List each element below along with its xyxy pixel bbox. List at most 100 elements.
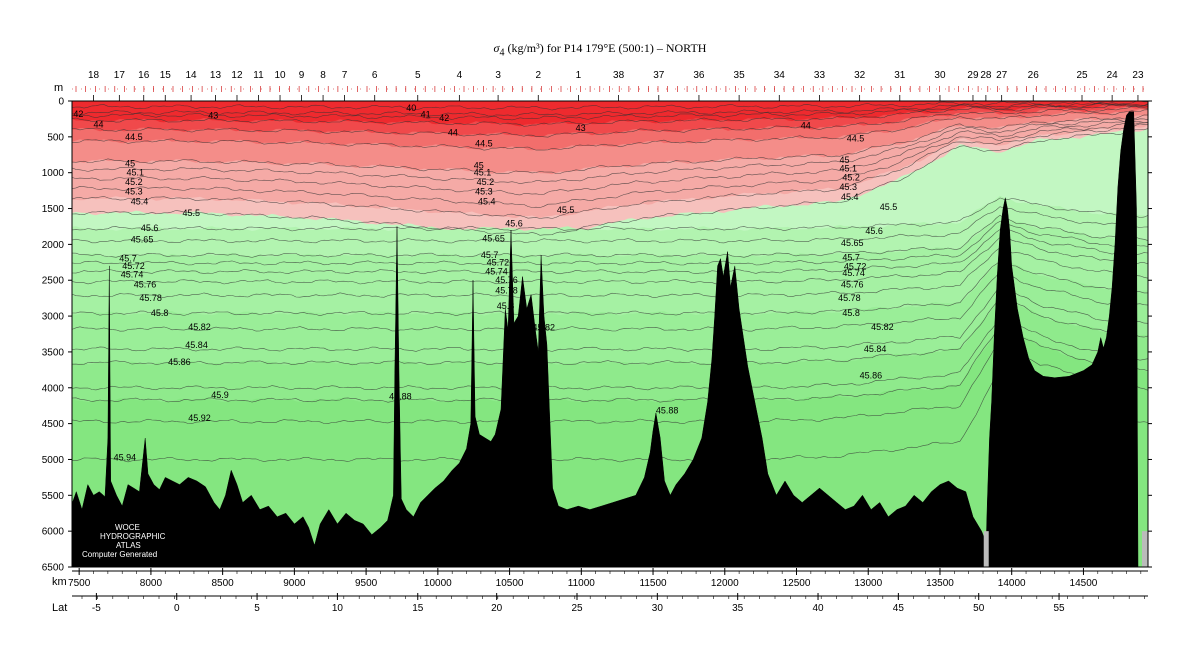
depth-tick-label: 3500 xyxy=(42,347,65,358)
station-label: 24 xyxy=(1107,70,1119,81)
isopycnal-line xyxy=(72,284,1148,352)
contour-label: 44.5 xyxy=(125,132,143,142)
km-tick-label: 9000 xyxy=(283,578,306,589)
contour-label: 44 xyxy=(801,120,811,130)
station-label: 8 xyxy=(320,70,326,81)
station-label: 25 xyxy=(1076,70,1088,81)
isopycnal-line xyxy=(72,206,1148,244)
isopycnal-line xyxy=(72,236,1148,285)
station-label: 10 xyxy=(274,70,286,81)
contour-label: 45.78 xyxy=(139,293,162,303)
km-tick-label: 12500 xyxy=(783,578,811,589)
contour-label: 45.82 xyxy=(188,322,211,332)
contour-label: 45.74 xyxy=(121,270,144,280)
contour-label: 45.3 xyxy=(125,186,143,196)
contour-label: 45.7 xyxy=(119,254,137,264)
station-label: 23 xyxy=(1132,70,1144,81)
contour-label: 45.65 xyxy=(841,238,864,248)
km-axis-label: km xyxy=(52,576,67,588)
km-tick-label: 13000 xyxy=(854,578,882,589)
station-label: 13 xyxy=(210,70,222,81)
station-label: 3 xyxy=(495,70,501,81)
station-label: 26 xyxy=(1028,70,1040,81)
isopycnal-line xyxy=(72,317,1148,391)
km-tick-label: 7500 xyxy=(68,578,91,589)
depth-tick-label: 5500 xyxy=(42,491,65,502)
contour-label: 45.72 xyxy=(122,261,145,271)
contour-label: 45.65 xyxy=(482,234,505,244)
depth-tick-label: 4500 xyxy=(42,419,65,430)
contour-label: 45.1 xyxy=(127,168,145,178)
station-label: 37 xyxy=(653,70,665,81)
contour-label: 44.5 xyxy=(847,133,865,143)
latitude-tick-label: 35 xyxy=(732,603,744,614)
isopycnal-line xyxy=(72,229,1148,275)
km-tick-label: 10000 xyxy=(424,578,452,589)
isopycnal-line xyxy=(72,123,1148,219)
depth-unit-label: m xyxy=(54,82,63,94)
contour-label: 45.7 xyxy=(842,252,860,262)
isopycnal-line xyxy=(72,118,1148,185)
km-tick-label: 14500 xyxy=(1070,578,1098,589)
station-label: 2 xyxy=(535,70,541,81)
contour-label: 45.5 xyxy=(183,208,201,218)
km-tick-label: 9500 xyxy=(355,578,378,589)
contour-label: 45.6 xyxy=(865,226,883,236)
contour-label: 45.4 xyxy=(131,196,149,206)
isopycnal-line xyxy=(72,220,1148,266)
contour-label: 45 xyxy=(125,158,135,168)
station-label: 31 xyxy=(894,70,906,81)
credit-line-3: ATLAS xyxy=(116,541,141,550)
contour-label: 45.82 xyxy=(533,323,556,333)
isopycnal-line xyxy=(72,119,1148,196)
depth-tick-label: 1000 xyxy=(42,168,65,179)
isopycnal-line xyxy=(72,122,1148,208)
contour-label: 45.3 xyxy=(475,186,493,196)
depth-tick-label: 1500 xyxy=(42,204,65,215)
isopycnal-line xyxy=(72,214,1148,258)
contour-label: 45.84 xyxy=(185,340,208,350)
km-tick-label: 13500 xyxy=(926,578,954,589)
axes: 0500100015002000250030003500400045005000… xyxy=(42,70,1152,614)
no-data-patch xyxy=(983,531,989,567)
station-label: 5 xyxy=(415,70,421,81)
contour-label: 45.76 xyxy=(134,280,157,290)
latitude-tick-label: 25 xyxy=(571,603,583,614)
contour-label: 45 xyxy=(474,161,484,171)
contour-label: 43 xyxy=(576,123,586,133)
isopycnal-line xyxy=(72,103,1148,121)
contour-label: 42 xyxy=(439,113,449,123)
contour-label: 45.84 xyxy=(864,344,887,354)
km-tick-label: 14000 xyxy=(998,578,1026,589)
isopycnal-line xyxy=(72,296,1148,366)
depth-tick-label: 4000 xyxy=(42,383,65,394)
plot-area xyxy=(72,101,1148,567)
contour-label: 45.74 xyxy=(485,267,508,277)
station-label: 15 xyxy=(160,70,172,81)
contour-label: 45.88 xyxy=(389,391,412,401)
station-label: 14 xyxy=(186,70,198,81)
isopycnal-line xyxy=(72,369,1148,463)
latitude-tick-label: 40 xyxy=(812,603,824,614)
contour-label: 42 xyxy=(73,109,83,119)
km-tick-label: 10500 xyxy=(496,578,524,589)
contour-label: 40 xyxy=(406,103,416,113)
station-label: 32 xyxy=(854,70,866,81)
latitude-tick-label: 50 xyxy=(973,603,985,614)
latitude-tick-label: 10 xyxy=(332,603,344,614)
isopycnal-line xyxy=(72,324,1148,403)
km-tick-label: 12000 xyxy=(711,578,739,589)
contour-label: 45.86 xyxy=(168,357,191,367)
plot-frame xyxy=(71,100,1149,568)
station-label: 11 xyxy=(253,70,264,81)
isopycnal-line xyxy=(72,260,1148,317)
station-label: 28 xyxy=(980,70,992,81)
isopycnal-line xyxy=(72,128,1148,236)
station-label: 38 xyxy=(613,70,625,81)
latitude-tick-label: 15 xyxy=(412,603,424,614)
contour-label: 44.5 xyxy=(475,138,493,148)
contour-label: 45.5 xyxy=(880,202,898,212)
contour-label: 44 xyxy=(94,120,104,130)
station-label: 4 xyxy=(457,70,463,81)
